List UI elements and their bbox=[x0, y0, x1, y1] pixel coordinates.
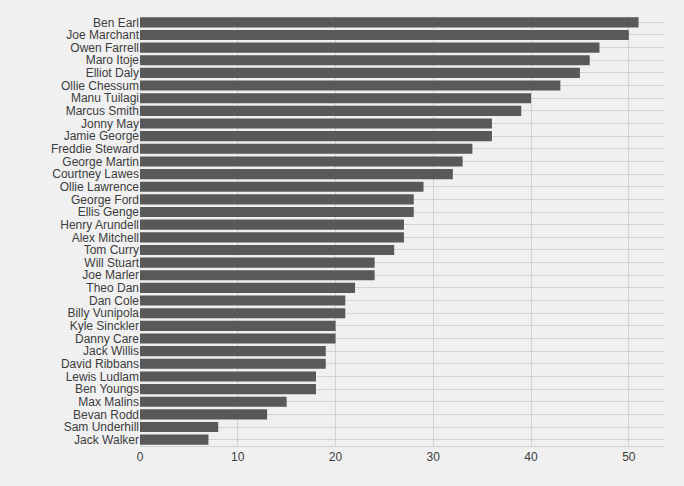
svg-text:Ollie Chessum: Ollie Chessum bbox=[61, 79, 139, 93]
svg-text:10: 10 bbox=[231, 450, 245, 464]
svg-text:Alex Mitchell: Alex Mitchell bbox=[72, 231, 139, 245]
svg-text:Joe Marler: Joe Marler bbox=[82, 268, 139, 282]
svg-text:Ben Youngs: Ben Youngs bbox=[75, 382, 139, 396]
svg-text:Jack Willis: Jack Willis bbox=[83, 344, 139, 358]
svg-text:Ollie Lawrence: Ollie Lawrence bbox=[60, 180, 140, 194]
svg-text:Jack Walker: Jack Walker bbox=[74, 433, 139, 447]
svg-text:Sam Underhill: Sam Underhill bbox=[64, 420, 139, 434]
svg-text:30: 30 bbox=[427, 450, 441, 464]
svg-text:Ellis Genge: Ellis Genge bbox=[78, 205, 140, 219]
svg-text:Freddie Steward: Freddie Steward bbox=[51, 142, 139, 156]
svg-text:Ben Earl: Ben Earl bbox=[93, 16, 139, 30]
svg-text:Danny Care: Danny Care bbox=[75, 332, 139, 346]
svg-text:Owen Farrell: Owen Farrell bbox=[70, 41, 139, 55]
svg-text:Marcus Smith: Marcus Smith bbox=[66, 104, 139, 118]
svg-text:Billy Vunipola: Billy Vunipola bbox=[67, 306, 139, 320]
svg-text:Jamie George: Jamie George bbox=[64, 129, 140, 143]
svg-text:Joe Marchant: Joe Marchant bbox=[66, 28, 139, 42]
svg-text:Max Malins: Max Malins bbox=[78, 395, 139, 409]
svg-text:Theo Dan: Theo Dan bbox=[86, 281, 139, 295]
svg-text:Courtney Lawes: Courtney Lawes bbox=[52, 167, 139, 181]
svg-text:50: 50 bbox=[622, 450, 636, 464]
svg-text:George Martin: George Martin bbox=[62, 155, 139, 169]
svg-text:40: 40 bbox=[524, 450, 538, 464]
svg-text:Maro Itoje: Maro Itoje bbox=[86, 53, 140, 67]
svg-text:Tom Curry: Tom Curry bbox=[84, 243, 139, 257]
svg-text:Lewis Ludlam: Lewis Ludlam bbox=[66, 370, 139, 384]
svg-text:Will Stuart: Will Stuart bbox=[84, 256, 139, 270]
svg-text:20: 20 bbox=[329, 450, 343, 464]
svg-text:0: 0 bbox=[137, 450, 144, 464]
svg-text:Kyle Sinckler: Kyle Sinckler bbox=[70, 319, 139, 333]
svg-text:Bevan Rodd: Bevan Rodd bbox=[73, 408, 139, 422]
svg-text:Dan Cole: Dan Cole bbox=[89, 294, 139, 308]
svg-text:David Ribbans: David Ribbans bbox=[61, 357, 139, 371]
svg-text:Henry Arundell: Henry Arundell bbox=[60, 218, 139, 232]
svg-text:Jonny May: Jonny May bbox=[81, 117, 139, 131]
svg-text:George Ford: George Ford bbox=[71, 193, 139, 207]
svg-text:Manu Tuilagi: Manu Tuilagi bbox=[71, 91, 139, 105]
svg-text:Elliot Daly: Elliot Daly bbox=[86, 66, 139, 80]
